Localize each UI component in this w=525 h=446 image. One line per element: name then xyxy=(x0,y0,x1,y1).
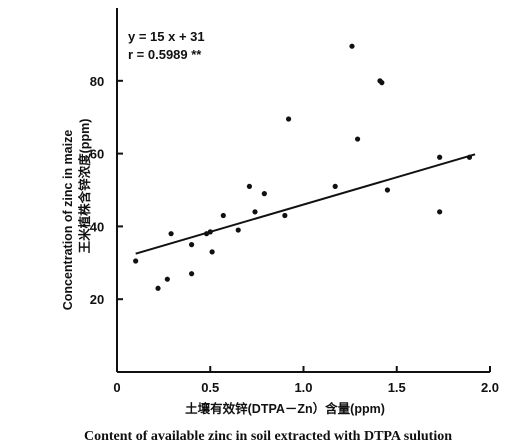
y-axis-label-en: Concentration of zinc in maize xyxy=(61,130,75,311)
data-point xyxy=(155,285,161,291)
data-point xyxy=(354,136,361,142)
data-points xyxy=(133,43,473,291)
data-point xyxy=(133,258,139,264)
regression-line xyxy=(135,153,476,255)
data-point xyxy=(349,43,355,49)
x-tick-label: 0 xyxy=(113,380,120,395)
x-axis-label-en: Content of available zinc in soil extrac… xyxy=(84,429,452,444)
correlation-coefficient: r = 0.5989 ** xyxy=(128,47,202,62)
y-tick-label: 20 xyxy=(90,292,104,307)
data-point xyxy=(168,231,174,237)
x-tick-label: 0.5 xyxy=(201,380,219,395)
data-point xyxy=(285,116,292,122)
data-point xyxy=(332,183,338,189)
y-tick-label: 40 xyxy=(90,219,104,234)
data-point xyxy=(384,187,391,193)
data-point xyxy=(282,212,288,219)
regression-equation: y = 15 x + 31 xyxy=(128,29,205,44)
x-axis-label-cn: 土壤有效锌(DTPA－Zn）含量(ppm) xyxy=(185,401,385,416)
data-point xyxy=(235,227,241,233)
data-point xyxy=(437,154,443,160)
data-point xyxy=(220,212,226,219)
data-point xyxy=(209,249,215,255)
data-point xyxy=(246,183,253,189)
data-point xyxy=(189,271,195,277)
data-point xyxy=(189,242,195,248)
data-point xyxy=(379,80,385,86)
data-point xyxy=(252,209,258,215)
x-tick-label: 1.0 xyxy=(294,380,312,395)
x-tick-label: 1.5 xyxy=(388,380,406,395)
y-tick-label: 80 xyxy=(90,74,104,89)
data-point xyxy=(437,209,443,215)
data-point xyxy=(164,276,170,282)
ticks: 0 0.5 1.0 1.5 2.0 20 40 60 80 xyxy=(90,74,499,395)
x-tick-label: 2.0 xyxy=(481,380,499,395)
axes xyxy=(116,8,490,373)
y-tick-label: 60 xyxy=(90,147,104,162)
data-point xyxy=(261,191,267,197)
y-axis-label-cn: 王米植株含锌浓度(ppm) xyxy=(77,119,92,254)
